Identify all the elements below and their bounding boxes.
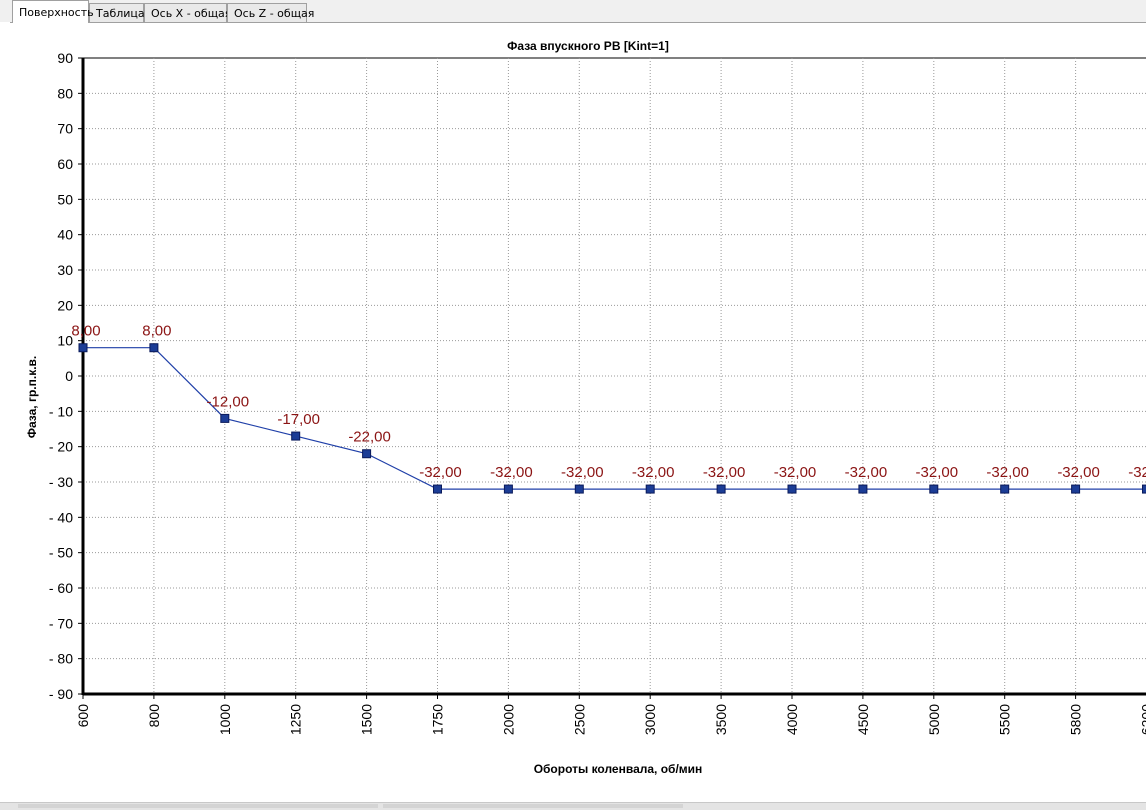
x-axis-title: Обороты коленвала, об/мин	[534, 762, 703, 776]
data-label: -32,00	[1057, 464, 1100, 481]
x-tick-label: 4500	[855, 704, 871, 735]
tab-surface[interactable]: Поверхность	[12, 0, 89, 23]
data-label: -32,00	[774, 464, 817, 481]
scroll-segment-left	[18, 804, 378, 808]
y-tick-label: 50	[57, 191, 73, 207]
data-point-marker	[363, 450, 371, 458]
data-label: -32,00	[986, 464, 1029, 481]
data-point-marker	[1072, 485, 1080, 493]
y-tick-label: 90	[57, 50, 73, 66]
data-label: -32,00	[490, 464, 533, 481]
data-label: -32,00	[561, 464, 604, 481]
scroll-segment-right	[383, 804, 683, 808]
data-label: -32,00	[916, 464, 959, 481]
chart-title: Фаза впускного РВ [Kint=1]	[507, 39, 669, 53]
y-tick-label: - 60	[49, 580, 73, 596]
chart-svg: Фаза впускного РВ [Kint=1] Фаза, гр.п.к.…	[10, 23, 1146, 803]
x-tick-label: 3500	[713, 704, 729, 735]
x-tick-label: 5000	[926, 704, 942, 735]
y-tick-label: 40	[57, 227, 73, 243]
data-label: -32,00	[632, 464, 675, 481]
data-label: -32,00	[1128, 464, 1146, 481]
data-point-marker	[575, 485, 583, 493]
chart-panel: Фаза впускного РВ [Kint=1] Фаза, гр.п.к.…	[10, 22, 1146, 803]
x-tick-label: 1750	[430, 704, 446, 735]
data-point-marker	[504, 485, 512, 493]
data-label: -17,00	[277, 411, 320, 428]
data-point-marker	[292, 432, 300, 440]
y-tick-label: - 40	[49, 509, 73, 525]
y-tick-label: - 10	[49, 403, 73, 419]
y-axis-title: Фаза, гр.п.к.в.	[25, 356, 39, 439]
x-tick-label: 2500	[571, 704, 587, 735]
data-label: -22,00	[348, 429, 391, 446]
data-point-marker	[646, 485, 654, 493]
data-point-marker	[930, 485, 938, 493]
x-tick-label: 600	[75, 704, 91, 728]
data-label: 8,00	[142, 323, 171, 340]
data-point-marker	[79, 344, 87, 352]
y-tick-label: 30	[57, 262, 73, 278]
y-tick-label: - 80	[49, 651, 73, 667]
data-point-marker	[150, 344, 158, 352]
y-tick-label: - 20	[49, 439, 73, 455]
data-label: -32,00	[703, 464, 746, 481]
data-point-marker	[221, 414, 229, 422]
x-tick-label: 3000	[642, 704, 658, 735]
data-point-marker	[434, 485, 442, 493]
x-tick-label: 1250	[288, 704, 304, 735]
y-tick-label: - 50	[49, 545, 73, 561]
data-point-marker	[859, 485, 867, 493]
y-tick-label: 0	[65, 368, 73, 384]
data-point-marker	[717, 485, 725, 493]
x-tick-label: 4000	[784, 704, 800, 735]
x-tick-label: 2000	[500, 704, 516, 735]
x-tick-label: 800	[146, 704, 162, 728]
tab-axis-x[interactable]: Ось X - общая	[144, 3, 227, 23]
x-tick-label: 5500	[997, 704, 1013, 735]
tab-table[interactable]: Таблица	[89, 3, 144, 23]
data-label: -32,00	[419, 464, 462, 481]
y-tick-label: 20	[57, 297, 73, 313]
data-point-marker	[788, 485, 796, 493]
y-tick-label: - 90	[49, 686, 73, 702]
y-tick-label: - 70	[49, 615, 73, 631]
y-tick-label: 80	[57, 85, 73, 101]
x-tick-label: 1500	[359, 704, 375, 735]
tab-bar: Поверхность Таблица Ось X - общая Ось Z …	[10, 0, 1146, 23]
y-tick-label: 60	[57, 156, 73, 172]
data-label: 8,00	[71, 323, 100, 340]
y-tick-label: - 30	[49, 474, 73, 490]
tab-axis-z[interactable]: Ось Z - общая	[227, 3, 307, 23]
data-label: -32,00	[845, 464, 888, 481]
x-tick-label: 5800	[1068, 704, 1084, 735]
y-tick-label: 70	[57, 121, 73, 137]
x-tick-label: 6200	[1139, 704, 1146, 735]
data-point-marker	[1001, 485, 1009, 493]
data-label: -12,00	[207, 393, 250, 410]
data-point-marker	[1143, 485, 1146, 493]
x-tick-label: 1000	[217, 704, 233, 735]
